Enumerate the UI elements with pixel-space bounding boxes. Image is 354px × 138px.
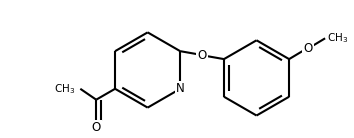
Text: O: O xyxy=(92,121,101,134)
Text: O: O xyxy=(303,42,313,55)
Text: O: O xyxy=(198,49,207,62)
Text: N: N xyxy=(176,82,184,95)
Text: CH$_3$: CH$_3$ xyxy=(54,82,75,96)
Text: CH$_3$: CH$_3$ xyxy=(327,31,348,45)
